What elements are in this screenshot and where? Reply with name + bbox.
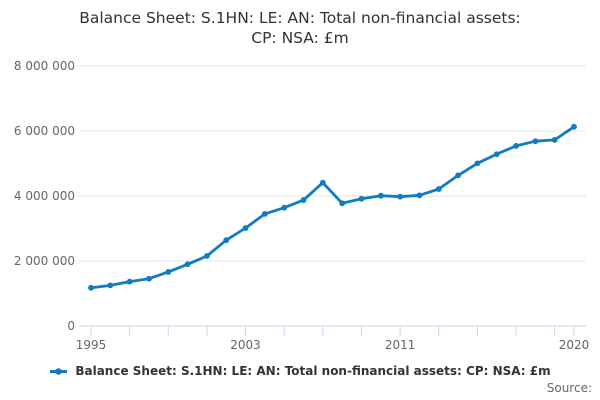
data-point[interactable] xyxy=(88,284,94,291)
data-point[interactable] xyxy=(223,237,230,244)
data-point[interactable] xyxy=(377,192,384,199)
data-point[interactable] xyxy=(532,138,539,145)
data-point[interactable] xyxy=(319,179,326,186)
data-point[interactable] xyxy=(551,137,558,143)
y-tick-label: 0 xyxy=(67,319,75,333)
legend-line-marker xyxy=(50,367,68,375)
chart-title-line1: Balance Sheet: S.1HN: LE: AN: Total non-… xyxy=(79,9,521,27)
data-point[interactable] xyxy=(397,193,404,200)
data-point[interactable] xyxy=(474,160,481,167)
y-tick-label: 4 000 000 xyxy=(14,189,75,203)
data-point[interactable] xyxy=(261,210,268,217)
data-point[interactable] xyxy=(339,200,346,207)
data-point[interactable] xyxy=(184,261,191,268)
data-series-line xyxy=(89,125,576,290)
data-point[interactable] xyxy=(455,172,461,179)
data-point[interactable] xyxy=(281,204,288,211)
line-chart-svg: 0 2 000 000 4 000 000 6 000 000 8 000 000 199… xyxy=(14,59,590,352)
x-tick-label: 2003 xyxy=(230,338,261,352)
y-tick-label: 6 000 000 xyxy=(14,124,75,138)
x-tick-label: 2011 xyxy=(385,338,416,352)
data-point[interactable] xyxy=(204,253,210,259)
data-point[interactable] xyxy=(165,268,172,275)
data-point[interactable] xyxy=(358,195,365,202)
data-point[interactable] xyxy=(493,151,500,158)
data-point[interactable] xyxy=(300,197,307,203)
data-point[interactable] xyxy=(435,186,442,192)
data-point[interactable] xyxy=(107,282,114,289)
data-point[interactable] xyxy=(126,278,133,285)
data-point[interactable] xyxy=(242,225,249,231)
data-point[interactable] xyxy=(416,192,423,199)
x-tick-label: 2020 xyxy=(559,338,590,352)
data-point[interactable] xyxy=(571,123,577,130)
chart-title: Balance Sheet: S.1HN: LE: AN: Total non-… xyxy=(0,8,600,48)
source-label: Source: xyxy=(546,381,592,395)
chart-title-line2: CP: NSA: £m xyxy=(251,29,349,47)
y-tick-label: 8 000 000 xyxy=(14,59,75,73)
data-point[interactable] xyxy=(146,275,152,282)
x-tick-label: 1995 xyxy=(76,338,107,352)
data-point[interactable] xyxy=(513,143,519,149)
legend-label: Balance Sheet: S.1HN: LE: AN: Total non-… xyxy=(75,364,551,378)
legend-item[interactable]: Balance Sheet: S.1HN: LE: AN: Total non-… xyxy=(0,362,600,380)
y-tick-label: 2 000 000 xyxy=(14,254,75,268)
